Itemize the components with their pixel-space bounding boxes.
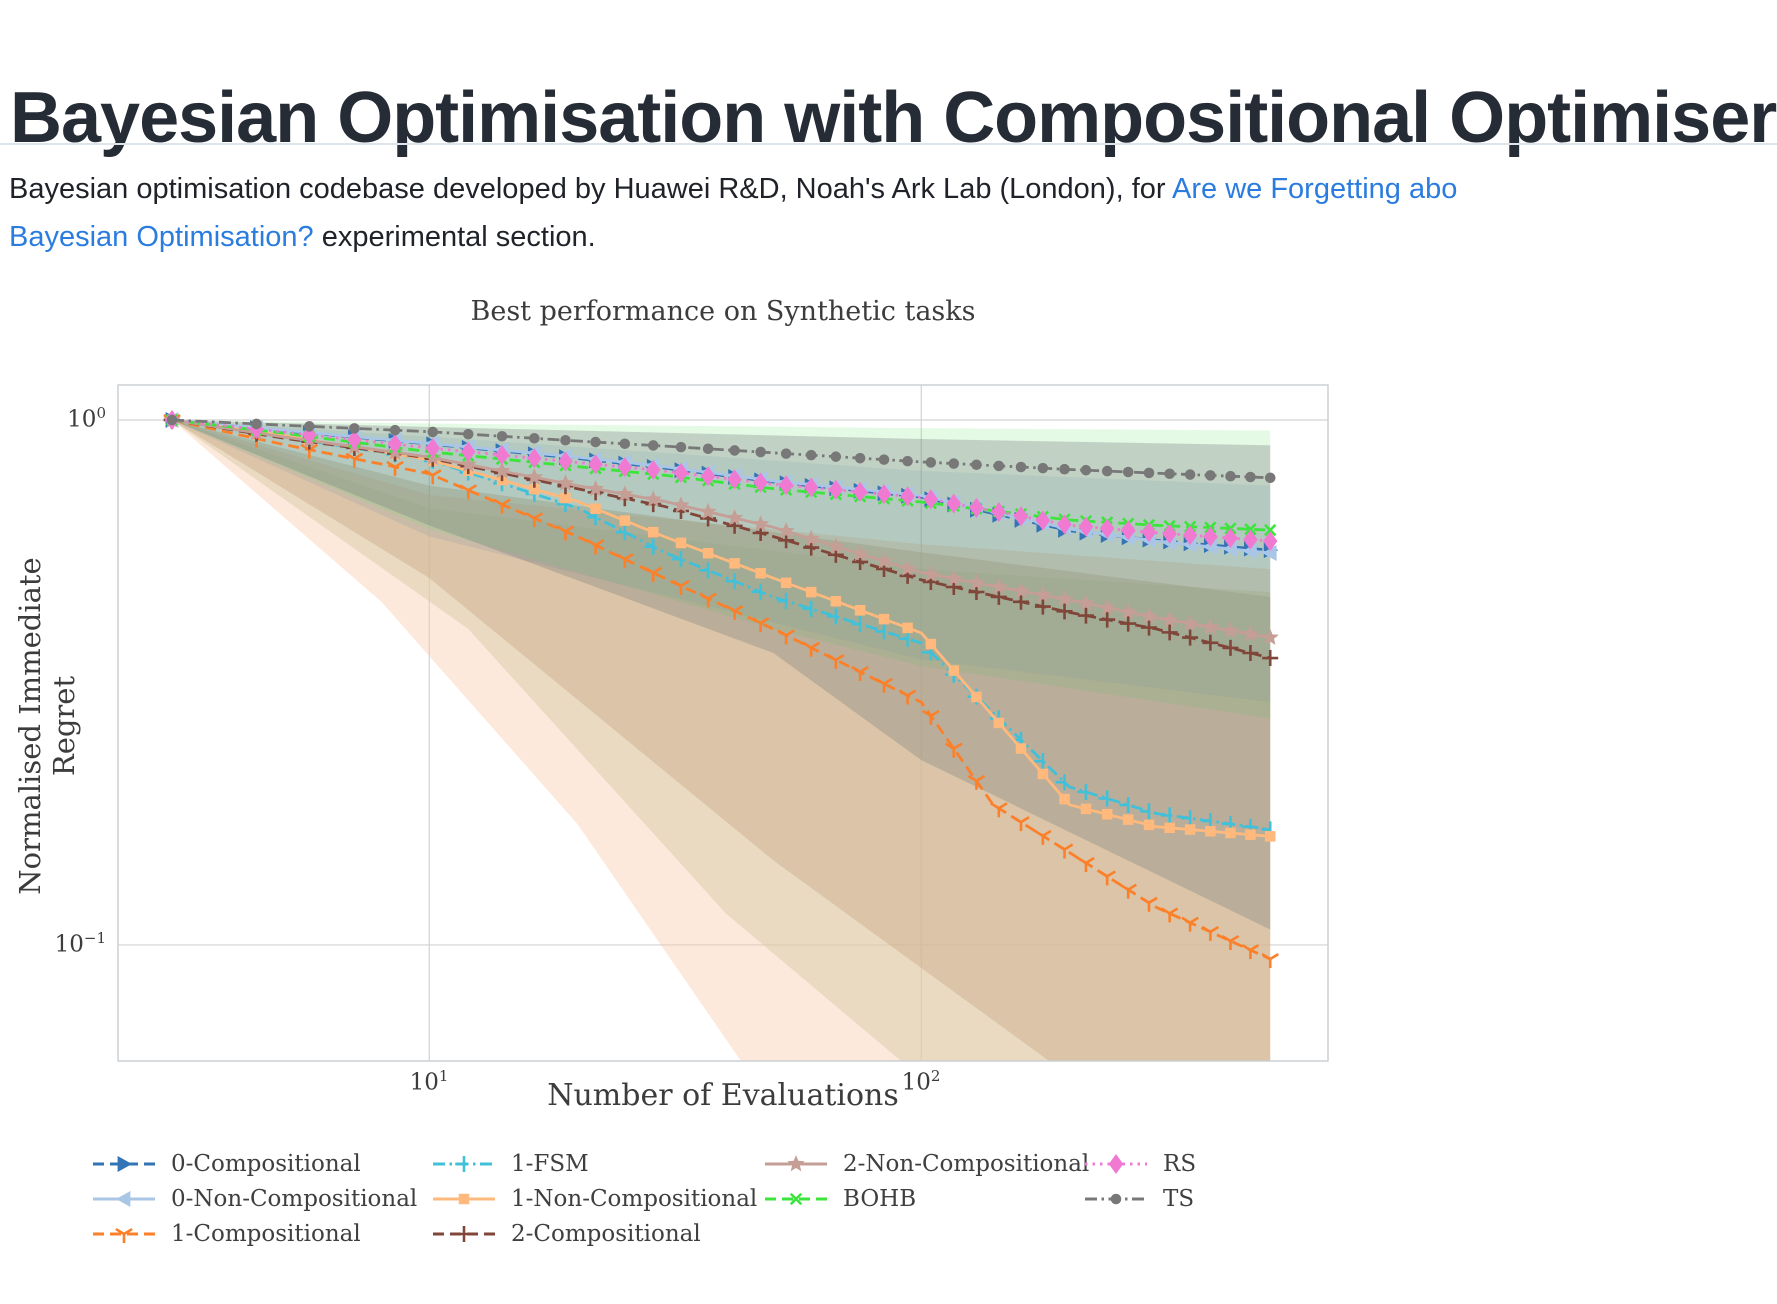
page-title: Bayesian Optimisation with Compositional… bbox=[10, 78, 1777, 159]
intro-paragraph: Bayesian optimisation codebase developed… bbox=[9, 166, 1457, 261]
legend-label: 1-Compositional bbox=[171, 1220, 361, 1247]
legend-label: 1-FSM bbox=[511, 1150, 589, 1177]
legend-label: RS bbox=[1163, 1150, 1197, 1177]
legend-swatch-icon bbox=[1085, 1193, 1147, 1204]
legend-item-1-compositional: 1-Compositional bbox=[90, 1216, 417, 1251]
legend-label: 1-Non-Compositional bbox=[511, 1185, 758, 1212]
intro-text-after: experimental section. bbox=[313, 220, 596, 253]
legend-label: 0-Compositional bbox=[171, 1150, 361, 1177]
legend-swatch-icon bbox=[1085, 1153, 1147, 1174]
intro-line-2: Bayesian Optimisation? experimental sect… bbox=[9, 214, 1457, 262]
title-divider bbox=[0, 143, 1777, 145]
intro-text: Bayesian optimisation codebase developed… bbox=[9, 173, 1173, 205]
legend-swatch-icon bbox=[433, 1193, 495, 1204]
legend-swatch-icon bbox=[433, 1225, 495, 1242]
legend-item-0-non-compositional: 0-Non-Compositional bbox=[90, 1181, 417, 1216]
legend-swatch-icon bbox=[93, 1227, 155, 1243]
legend-item-1-fsm: 1-FSM bbox=[430, 1146, 757, 1181]
legend-item-2-compositional: 2-Compositional bbox=[430, 1216, 757, 1251]
legend-swatch-icon bbox=[93, 1155, 155, 1172]
paper-link-continued[interactable]: Bayesian Optimisation? bbox=[9, 220, 314, 253]
legend-swatch-icon bbox=[765, 1192, 827, 1205]
intro-line-1: Bayesian optimisation codebase developed… bbox=[9, 166, 1457, 214]
x-tick-100: 102 bbox=[901, 1067, 941, 1096]
chart-title: Best performance on Synthetic tasks bbox=[470, 296, 976, 327]
legend-label: TS bbox=[1163, 1185, 1195, 1212]
chart-figure: Best performance on Synthetic tasks 100 … bbox=[0, 290, 1430, 1290]
y-tick-1: 100 bbox=[67, 404, 106, 433]
legend-item-0-compositional: 0-Compositional bbox=[90, 1146, 417, 1181]
legend-column-3: 2-Non-Compositional BOHB bbox=[762, 1146, 1089, 1216]
legend-label: 2-Compositional bbox=[511, 1220, 701, 1247]
legend-label: 0-Non-Compositional bbox=[171, 1185, 418, 1212]
x-axis-label: Number of Evaluations bbox=[547, 1078, 899, 1113]
legend-item-2-non-compositional: 2-Non-Compositional bbox=[762, 1146, 1089, 1181]
legend-label: 2-Non-Compositional bbox=[843, 1150, 1090, 1177]
legend-swatch-icon bbox=[433, 1155, 495, 1172]
legend-column-4: RS TS bbox=[1082, 1146, 1196, 1216]
y-tick-0p1: 10−1 bbox=[54, 929, 106, 958]
plot-area bbox=[117, 384, 1329, 1062]
paper-link[interactable]: Are we Forgetting abo bbox=[1172, 173, 1458, 205]
y-axis-label: Normalised Immediate Regret bbox=[13, 557, 81, 895]
legend-swatch-icon bbox=[765, 1154, 827, 1171]
legend-column-2: 1-FSM 1-Non-Compositional 2-Compositiona… bbox=[430, 1146, 757, 1251]
legend-item-bohb: BOHB bbox=[762, 1181, 1089, 1216]
legend-column-1: 0-Compositional 0-Non-Compositional 1-Co… bbox=[90, 1146, 417, 1251]
legend-swatch-icon bbox=[93, 1190, 155, 1207]
x-tick-10: 101 bbox=[409, 1067, 449, 1096]
legend-label: BOHB bbox=[843, 1185, 917, 1212]
legend-item-rs: RS bbox=[1082, 1146, 1196, 1181]
legend-item-1-non-compositional: 1-Non-Compositional bbox=[430, 1181, 757, 1216]
legend-item-ts: TS bbox=[1082, 1181, 1196, 1216]
